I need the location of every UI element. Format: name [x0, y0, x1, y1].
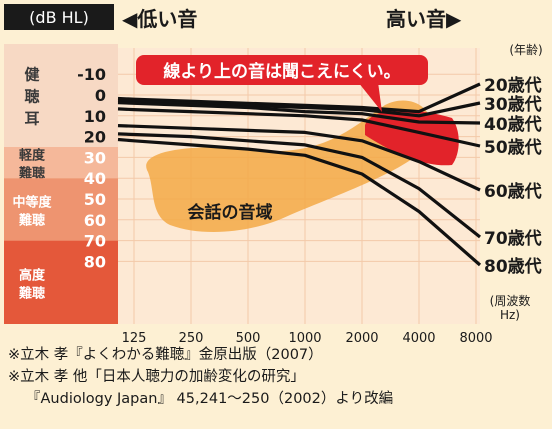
- y-tick-label: 20: [84, 128, 106, 147]
- y-tick-label: 50: [84, 190, 106, 209]
- y-tick-label: 0: [95, 86, 106, 105]
- x-tick-label: 500: [236, 331, 261, 346]
- unit-label: (dB HL): [29, 8, 89, 27]
- y-tick-label: 10: [84, 107, 106, 126]
- age-label: 40歳代: [484, 114, 542, 135]
- y-tick-label: 80: [84, 252, 106, 271]
- legend-title: (年齢): [509, 42, 542, 57]
- callout-text: 線より上の音は聞こえにくい。: [163, 61, 400, 82]
- age-label: 80歳代: [484, 256, 542, 277]
- age-curve: [117, 82, 481, 114]
- age-curve: [117, 101, 481, 125]
- source-notes: ※立木 孝『よくわかる難聴』金原出版（2007） ※立木 孝 他「日本人聴力の加…: [8, 344, 548, 410]
- zone-label: 軽度難聴: [19, 148, 46, 182]
- zone-band: [4, 240, 118, 324]
- x-tick-label: 2000: [345, 331, 378, 346]
- unit-label-box: [4, 4, 114, 30]
- y-tick-label: 40: [84, 169, 106, 188]
- speech-area-label: 会話の音域: [188, 202, 273, 223]
- zone-band: [4, 147, 118, 179]
- x-axis-label-text: (周波数 Hz): [490, 293, 531, 322]
- age-curve: [117, 124, 481, 192]
- y-tick-label: 70: [84, 232, 106, 251]
- y-tick-label: 30: [84, 148, 106, 167]
- x-tick-label: 4000: [402, 331, 435, 346]
- age-label: 20歳代: [484, 75, 542, 96]
- age-curve: [117, 132, 481, 239]
- age-label: 70歳代: [484, 228, 542, 249]
- callout-box: [136, 55, 428, 85]
- x-tick-label: 125: [122, 331, 147, 346]
- age-curve: [117, 137, 482, 267]
- source-note: ※立木 孝 他「日本人聴力の加齢変化の研究」: [8, 369, 305, 385]
- callout-pointer: [358, 82, 382, 112]
- zone-label: 中等度難聴: [12, 194, 52, 228]
- inaudible-highlight: [365, 110, 459, 166]
- age-curve: [117, 107, 481, 148]
- source-note: ※立木 孝『よくわかる難聴』金原出版（2007）: [8, 347, 323, 363]
- source-note: 『Audiology Japan』 45,241〜250（2002）より改編: [26, 391, 394, 407]
- speech-area: [146, 100, 432, 233]
- age-label: 30歳代: [484, 94, 542, 115]
- low-pitch-label: ◀低い音: [122, 7, 197, 31]
- age-curves: [117, 82, 482, 267]
- y-tick-label: -10: [77, 65, 106, 84]
- zone-band: [4, 44, 118, 147]
- y-tick-label: 60: [84, 211, 106, 230]
- zone-label: 高度難聴: [19, 267, 46, 301]
- x-tick-label: 1000: [288, 331, 321, 346]
- x-tick-label: 8000: [459, 331, 492, 346]
- age-label: 60歳代: [484, 181, 542, 202]
- high-pitch-label: 高い音▶: [386, 7, 462, 31]
- x-axis-label: (周波数 Hz): [490, 293, 531, 322]
- zone-label: 健聴耳: [24, 66, 39, 128]
- zone-band: [4, 178, 118, 241]
- x-axis-ticks: 125 250 500 1000 2000 4000 8000: [122, 331, 493, 346]
- age-label: 50歳代: [484, 137, 542, 158]
- age-curve: [117, 99, 481, 118]
- x-tick-label: 250: [179, 331, 204, 346]
